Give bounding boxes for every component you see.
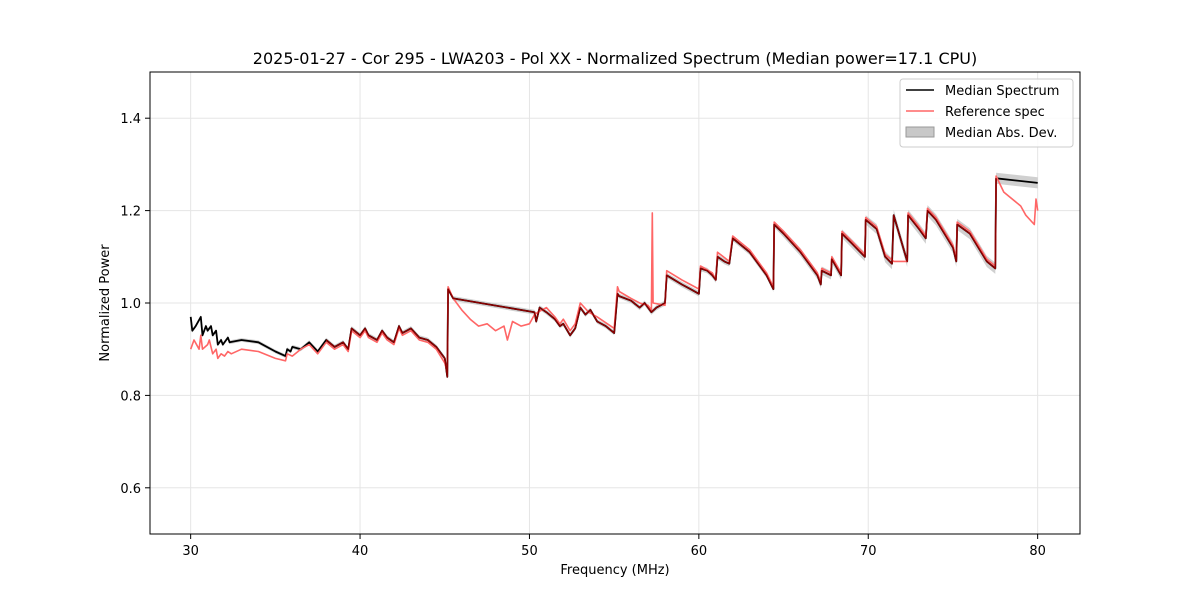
legend-mad-swatch — [905, 126, 935, 138]
chart-title: 2025-01-27 - Cor 295 - LWA203 - Pol XX -… — [253, 49, 977, 68]
legend-mad-label: Median Abs. Dev. — [945, 126, 1057, 141]
legend-reference-label: Reference spec — [945, 105, 1045, 120]
x-axis: 30 40 50 60 70 80 — [182, 534, 1046, 559]
x-tick-label: 70 — [860, 544, 877, 559]
y-tick-label: 1.4 — [120, 112, 141, 127]
y-tick-label: 1.0 — [120, 297, 141, 312]
x-tick-label: 60 — [691, 544, 708, 559]
legend-median-label: Median Spectrum — [945, 84, 1059, 99]
series-layer — [189, 175, 1039, 378]
x-tick-label: 80 — [1029, 544, 1046, 559]
y-tick-label: 1.2 — [120, 205, 141, 220]
y-axis: 0.6 0.8 1.0 1.2 1.4 — [120, 112, 150, 497]
y-tick-label: 0.6 — [120, 482, 141, 497]
reference-spectrum-line — [189, 175, 1039, 374]
y-tick-label: 0.8 — [120, 389, 141, 404]
legend: Median Spectrum Reference spec Median Ab… — [899, 78, 1074, 148]
legend-frame — [899, 78, 1074, 148]
x-tick-label: 30 — [182, 544, 199, 559]
x-axis-label: Frequency (MHz) — [560, 563, 669, 578]
y-axis-label: Normalized Power — [98, 244, 113, 362]
x-tick-label: 40 — [352, 544, 369, 559]
overlap-line — [325, 178, 997, 378]
x-tick-label: 50 — [521, 544, 538, 559]
